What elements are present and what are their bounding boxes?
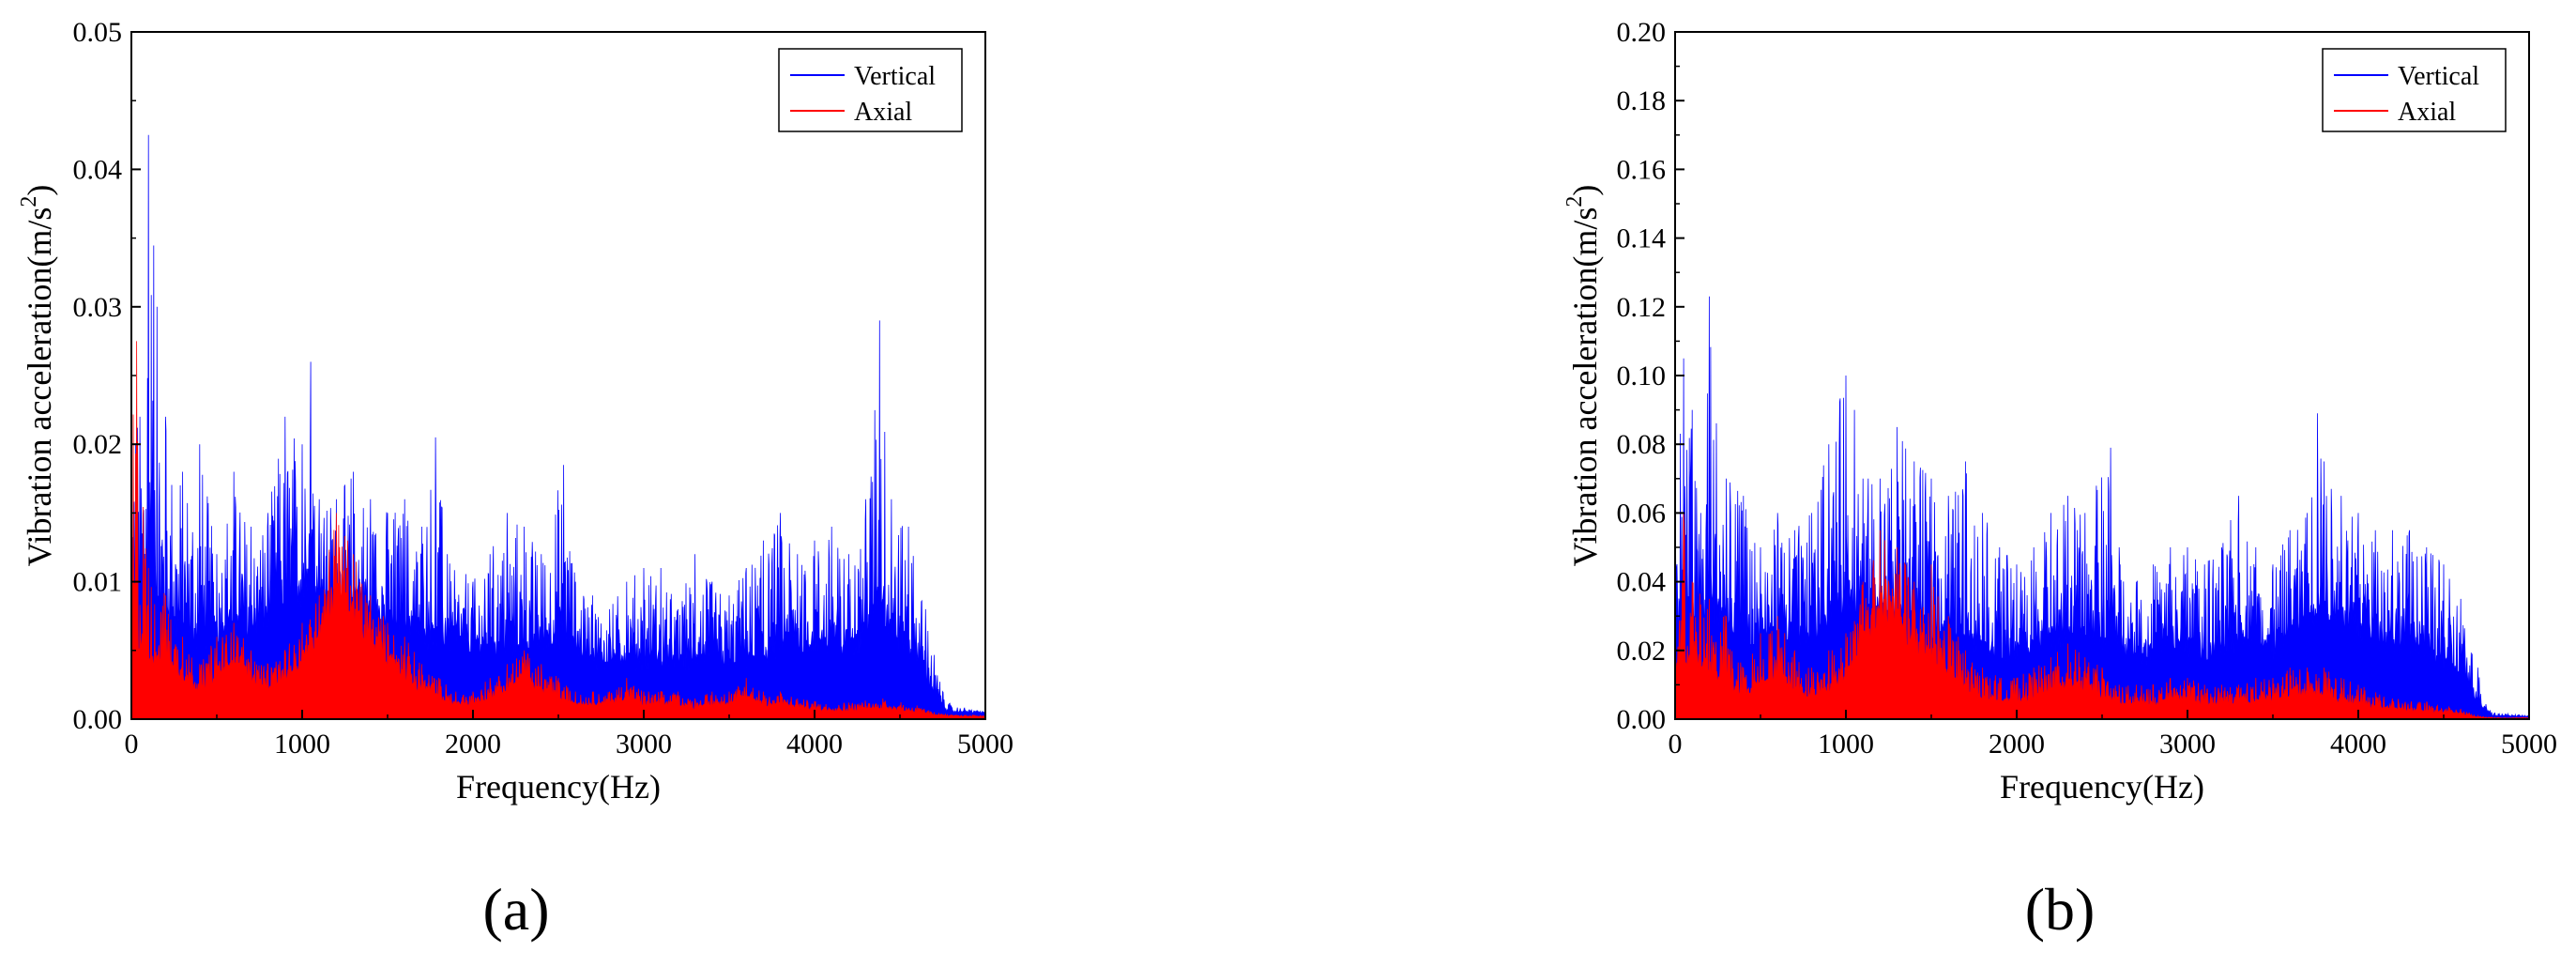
x-tick-label: 3000 — [2159, 729, 2216, 760]
panel-label-b: (b) — [2025, 876, 2096, 943]
y-tick-label: 0.04 — [1617, 567, 1667, 598]
y-tick-label: 0.06 — [1617, 498, 1667, 529]
y-axis-title: Vibration acceleration(m/s2) — [1562, 185, 1605, 567]
y-tick-label: 0.00 — [73, 704, 123, 735]
legend-box — [778, 48, 963, 132]
legend: Vertical Axial — [778, 48, 963, 132]
legend-label-vertical: Vertical — [2398, 62, 2479, 91]
x-tick-label: 0 — [1669, 729, 1683, 760]
panel-background — [0, 0, 1220, 967]
y-tick-label: 0.05 — [73, 17, 123, 48]
x-axis-title: Frequency(Hz) — [2000, 768, 2204, 806]
x-tick-label: 5000 — [957, 729, 1014, 760]
y-tick-label: 0.00 — [1617, 704, 1667, 735]
x-tick-label: 2000 — [445, 729, 501, 760]
y-axis-title-main: Vibration acceleration(m/s — [21, 207, 58, 567]
series-axial — [1674, 513, 2530, 720]
y-tick-label: 0.16 — [1617, 154, 1667, 185]
y-tick-label: 0.02 — [1617, 636, 1667, 667]
series-vertical — [1674, 296, 2530, 720]
y-tick-label: 0.18 — [1617, 85, 1667, 116]
x-tick-label: 1000 — [274, 729, 330, 760]
y-tick-label: 0.10 — [1617, 361, 1667, 391]
series-layer — [130, 134, 986, 720]
y-axis-title-sup: 2 — [1562, 196, 1587, 207]
y-tick-label: 0.20 — [1617, 17, 1667, 48]
svg-text:Vibration acceleration(m/s2): Vibration acceleration(m/s2) — [1562, 185, 1605, 567]
panel-a: 0 1000 2000 3000 4000 5000 0.00 0.01 0.02 0.03 0.0… — [0, 0, 1220, 967]
x-tick-label: 4000 — [786, 729, 843, 760]
y-axis-title-sup: 2 — [17, 196, 41, 207]
x-tick-label: 1000 — [1818, 729, 1874, 760]
legend-label-axial: Axial — [2398, 98, 2456, 127]
y-tick-label: 0.14 — [1617, 223, 1667, 254]
x-tick-label: 4000 — [2330, 729, 2386, 760]
series-layer — [1674, 296, 2530, 720]
x-tick-label: 3000 — [616, 729, 672, 760]
svg-text:Vibration acceleration(m/s2): Vibration acceleration(m/s2) — [17, 185, 59, 567]
y-tick-label: 0.12 — [1617, 292, 1667, 323]
y-tick-label: 0.03 — [73, 292, 123, 323]
series-axial — [130, 341, 986, 720]
panel-b: 0 1000 2000 3000 4000 5000 0.00 0.02 0.04 0.06 0.0… — [1562, 17, 2558, 943]
ticks-layer: 0 1000 2000 3000 4000 5000 0.00 0.02 0.04 0.06 0.0… — [1617, 17, 2558, 760]
x-axis-title: Frequency(Hz) — [456, 768, 661, 806]
y-axis-title-main: Vibration acceleration(m/s — [1566, 207, 1604, 567]
y-tick-label: 0.02 — [73, 429, 123, 460]
y-axis-title-close: ) — [1566, 185, 1604, 196]
legend-label-axial: Axial — [854, 98, 912, 127]
legend-label-vertical: Vertical — [854, 62, 936, 91]
x-tick-label: 5000 — [2501, 729, 2557, 760]
y-tick-label: 0.04 — [73, 154, 123, 185]
y-axis-title: Vibration acceleration(m/s2) — [17, 185, 59, 567]
x-tick-label: 0 — [125, 729, 139, 760]
y-tick-label: 0.08 — [1617, 429, 1667, 460]
ticks-layer: 0 1000 2000 3000 4000 5000 0.00 0.01 0.02 0.03 0.0… — [73, 17, 1014, 760]
legend: Vertical Axial — [2322, 48, 2507, 132]
panel-label-a: (a) — [482, 876, 549, 943]
x-tick-label: 2000 — [1989, 729, 2045, 760]
y-tick-label: 0.01 — [73, 567, 123, 598]
y-axis-title-close: ) — [21, 185, 58, 196]
legend-box — [2322, 48, 2507, 132]
